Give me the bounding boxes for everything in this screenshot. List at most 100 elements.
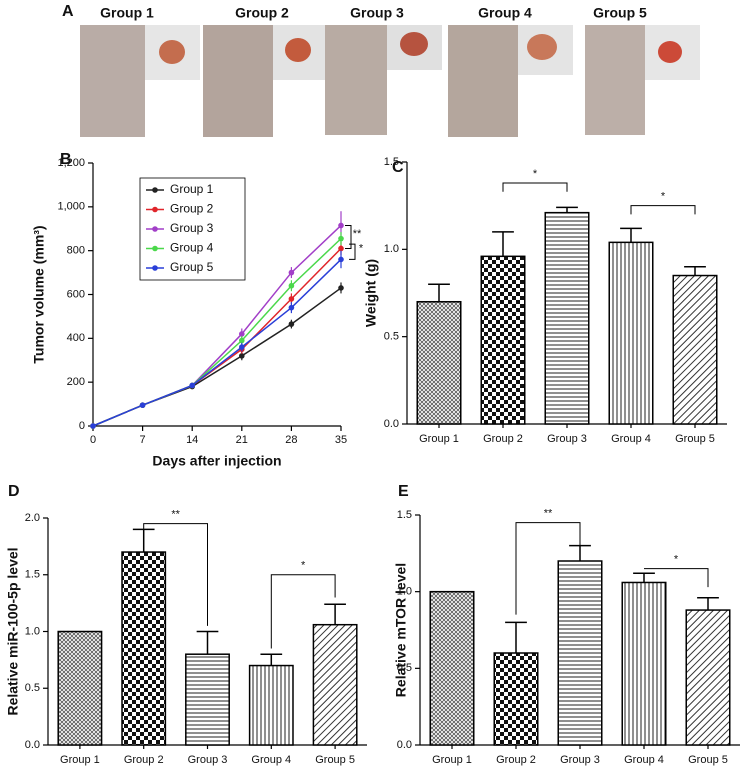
x-tick-label: 7 xyxy=(140,434,146,446)
y-tick-label: 1.5 xyxy=(397,509,412,521)
significance-label: * xyxy=(533,168,538,180)
panel-label: B xyxy=(60,151,72,168)
bar xyxy=(621,581,667,746)
panel-label: E xyxy=(398,483,409,500)
y-tick-label: 1.5 xyxy=(25,569,40,581)
legend-marker xyxy=(152,206,158,213)
y-tick-label: 0.5 xyxy=(25,682,40,694)
mouse-photo xyxy=(585,25,645,135)
mouse-photo xyxy=(203,25,273,137)
mouse-photo xyxy=(80,25,145,137)
point xyxy=(189,382,195,389)
legend-label: Group 3 xyxy=(170,221,214,235)
point xyxy=(239,353,245,359)
x-tick-label: 21 xyxy=(236,434,248,446)
legend-label: Group 4 xyxy=(170,241,214,255)
x-tick-label: Group 3 xyxy=(188,754,228,766)
bar xyxy=(608,241,654,425)
panel-label: D xyxy=(8,483,20,500)
significance-label: ** xyxy=(171,509,180,521)
point xyxy=(288,304,295,311)
significance-label: ** xyxy=(353,228,362,240)
point xyxy=(90,423,96,429)
panel-label: C xyxy=(392,159,404,176)
x-tick-label: Group 1 xyxy=(432,754,472,766)
group-title: Group 5 xyxy=(593,5,647,21)
y-tick-label: 1.0 xyxy=(397,586,412,598)
x-tick-label: Group 1 xyxy=(419,433,459,445)
bar xyxy=(672,274,718,425)
bar xyxy=(544,211,590,425)
x-tick-label: Group 5 xyxy=(675,433,715,445)
legend-marker xyxy=(152,245,158,252)
point xyxy=(239,331,245,337)
y-tick-label: 0.0 xyxy=(25,739,40,751)
group-title: Group 4 xyxy=(478,5,532,21)
legend-label: Group 5 xyxy=(170,260,214,274)
y-axis-title: Tumor volume (mm³) xyxy=(31,225,47,363)
bar xyxy=(685,609,731,746)
significance-bracket xyxy=(349,243,356,260)
significance-bracket xyxy=(270,574,336,649)
y-tick-label: 0 xyxy=(79,420,85,432)
x-tick-label: 14 xyxy=(186,434,198,446)
x-tick-label: Group 4 xyxy=(251,754,291,766)
bar xyxy=(312,623,358,746)
y-tick-label: 0.5 xyxy=(397,662,412,674)
y-tick-label: 1.0 xyxy=(384,243,399,255)
significance-label: ** xyxy=(544,508,553,520)
x-tick-label: Group 2 xyxy=(124,754,164,766)
y-axis-title: Weight (g) xyxy=(363,259,379,327)
y-tick-label: 0.0 xyxy=(397,739,412,751)
bar xyxy=(248,664,294,746)
series-line xyxy=(92,258,342,427)
photo-panel xyxy=(80,25,700,137)
x-tick-label: Group 5 xyxy=(315,754,355,766)
group-title: Group 1 xyxy=(100,5,154,21)
group-title: Group 3 xyxy=(350,5,404,21)
y-tick-label: 1.0 xyxy=(25,625,40,637)
y-tick-label: 2.0 xyxy=(25,512,40,524)
point xyxy=(338,222,344,229)
x-tick-label: 0 xyxy=(90,434,96,446)
bar xyxy=(57,630,103,746)
point xyxy=(288,296,295,302)
point xyxy=(338,285,344,291)
legend-marker xyxy=(152,226,158,232)
significance-bracket xyxy=(630,205,696,215)
significance-bracket xyxy=(143,523,208,626)
x-tick-label: 28 xyxy=(285,434,297,446)
x-axis-title: Days after injection xyxy=(152,453,281,469)
point xyxy=(288,321,295,327)
point xyxy=(288,282,295,289)
y-tick-label: 1.5 xyxy=(384,156,399,168)
point xyxy=(338,235,344,242)
panel-label: A xyxy=(62,3,74,20)
significance-bracket xyxy=(502,182,568,192)
bar xyxy=(429,590,475,746)
point xyxy=(239,344,245,350)
point xyxy=(338,256,344,263)
group-title: Group 2 xyxy=(235,5,289,21)
y-tick-label: 1,000 xyxy=(57,201,85,213)
y-tick-label: 400 xyxy=(67,332,85,344)
y-tick-label: 1,200 xyxy=(57,157,85,169)
bar xyxy=(557,560,603,746)
series-line xyxy=(92,287,342,427)
x-tick-label: Group 4 xyxy=(611,433,651,445)
significance-label: * xyxy=(301,560,306,572)
x-tick-label: Group 3 xyxy=(547,433,587,445)
significance-bracket xyxy=(345,224,352,249)
x-tick-label: Group 2 xyxy=(496,754,536,766)
significance-bracket xyxy=(644,568,709,588)
point xyxy=(288,269,295,276)
x-tick-label: Group 5 xyxy=(688,754,728,766)
bar xyxy=(185,653,230,746)
y-tick-label: 0.5 xyxy=(384,331,399,343)
y-tick-label: 600 xyxy=(67,288,85,300)
significance-label: * xyxy=(674,554,679,566)
x-tick-label: Group 3 xyxy=(560,754,600,766)
point xyxy=(239,337,245,344)
mouse-photo xyxy=(325,25,387,135)
